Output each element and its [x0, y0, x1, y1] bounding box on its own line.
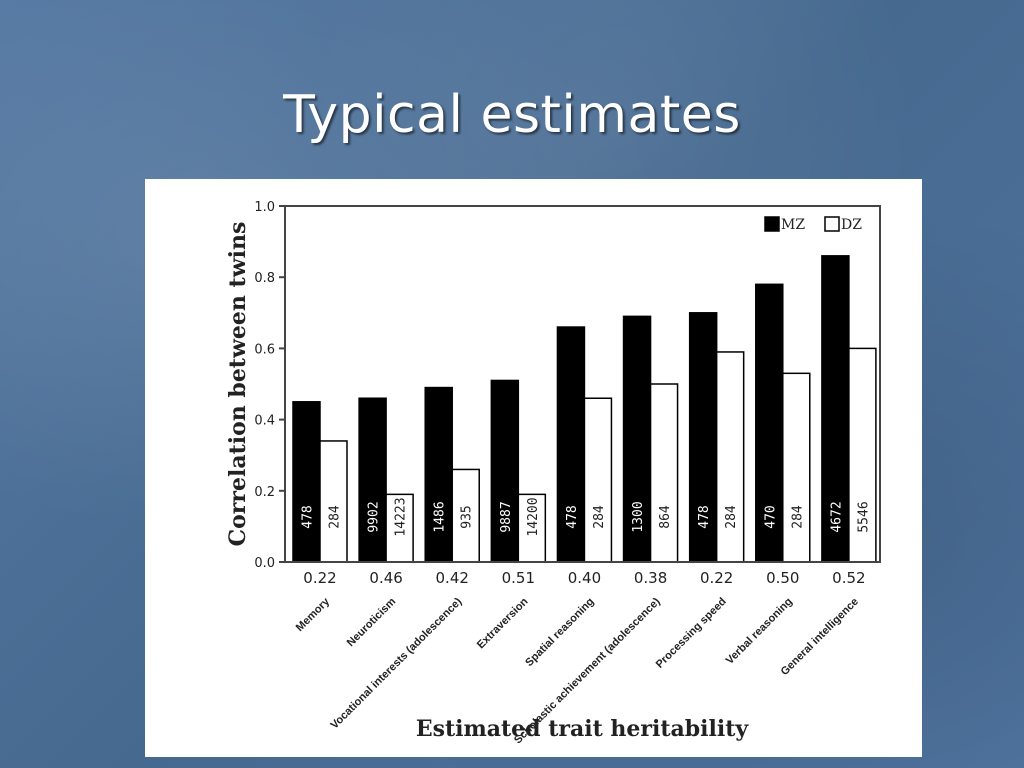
bar-data-label: 470 — [763, 505, 778, 528]
heritability-label: 0.46 — [369, 569, 402, 587]
y-tick-label: 1.0 — [254, 200, 275, 215]
x-category-label: Memory — [294, 595, 333, 634]
y-tick-label: 0.4 — [254, 414, 275, 429]
legend-label-dz: DZ — [841, 217, 862, 233]
heritability-label: 0.50 — [766, 569, 799, 587]
heritability-label: 0.38 — [634, 569, 667, 587]
bar-chart: 478 284 9902 14223 1486 935 9887 14200 478 284 130… — [225, 200, 881, 746]
heritability-label: 0.22 — [700, 569, 733, 587]
chart-legend: MZ DZ — [764, 216, 862, 233]
bar-data-label: 1486 — [433, 501, 448, 532]
legend-swatch-dz — [824, 216, 840, 232]
y-tick-label: 0.6 — [254, 342, 275, 357]
bar-mz — [292, 401, 321, 563]
bar-dz — [715, 351, 745, 563]
plot-frame — [284, 205, 881, 563]
bar-dz — [782, 372, 811, 563]
heritability-label: 0.52 — [832, 569, 865, 587]
x-category-label: Vocational interests (adolescence) — [328, 595, 464, 731]
bar-data-label: 14223 — [394, 497, 409, 536]
y-tick-label: 0.2 — [254, 485, 275, 500]
bar-mz — [424, 386, 453, 563]
bar-mz — [821, 255, 850, 563]
bar-data-label: 864 — [658, 505, 673, 529]
legend-label-mz: MZ — [781, 217, 805, 233]
bar-data-label: 478 — [565, 505, 580, 528]
bar-data-label: 9887 — [499, 501, 514, 532]
bar-data-label: 478 — [301, 505, 316, 528]
y-tick-label: 0.0 — [254, 556, 275, 571]
x-category-label: Spatial reasoning — [523, 596, 596, 669]
heritability-label: 0.22 — [303, 569, 336, 587]
bar-data-label: 478 — [697, 505, 712, 528]
x-category-label: Verbal reasoning — [724, 596, 795, 667]
bar-mz — [688, 312, 718, 563]
y-axis-title: Correlation between twins — [225, 222, 251, 547]
bar-dz — [649, 383, 679, 563]
x-category-label: Neuroticism — [345, 595, 399, 649]
heritability-label: 0.42 — [436, 569, 469, 587]
bar-data-label: 935 — [460, 505, 475, 528]
x-axis-title: Estimated trait heritability — [416, 716, 750, 742]
bar-dz — [583, 397, 613, 563]
x-category-label: Extraversion — [475, 595, 531, 651]
bar-data-label: 4672 — [829, 501, 844, 532]
bar-data-label: 9902 — [367, 501, 382, 532]
slide-title: Typical estimates — [283, 85, 741, 145]
bar-data-label: 284 — [592, 505, 607, 529]
bar-data-label: 14200 — [526, 497, 541, 536]
bar-data-label: 5546 — [856, 501, 871, 532]
bar-data-label: 284 — [328, 505, 343, 529]
bar-mz — [358, 397, 387, 563]
x-category-label: Processing speed — [654, 596, 729, 671]
bar-data-label: 284 — [724, 505, 739, 529]
heritability-label: 0.51 — [502, 569, 535, 587]
bar-mz — [490, 379, 520, 563]
bar-data-label: 284 — [790, 505, 805, 529]
heritability-label: 0.40 — [568, 569, 601, 587]
chart-figure: 478 284 9902 14223 1486 935 9887 14200 478 284 130… — [145, 179, 922, 757]
bar-dz — [319, 440, 348, 563]
legend-swatch-mz — [764, 216, 780, 232]
bar-data-label: 1300 — [631, 501, 646, 532]
y-tick-label: 0.8 — [254, 271, 275, 286]
